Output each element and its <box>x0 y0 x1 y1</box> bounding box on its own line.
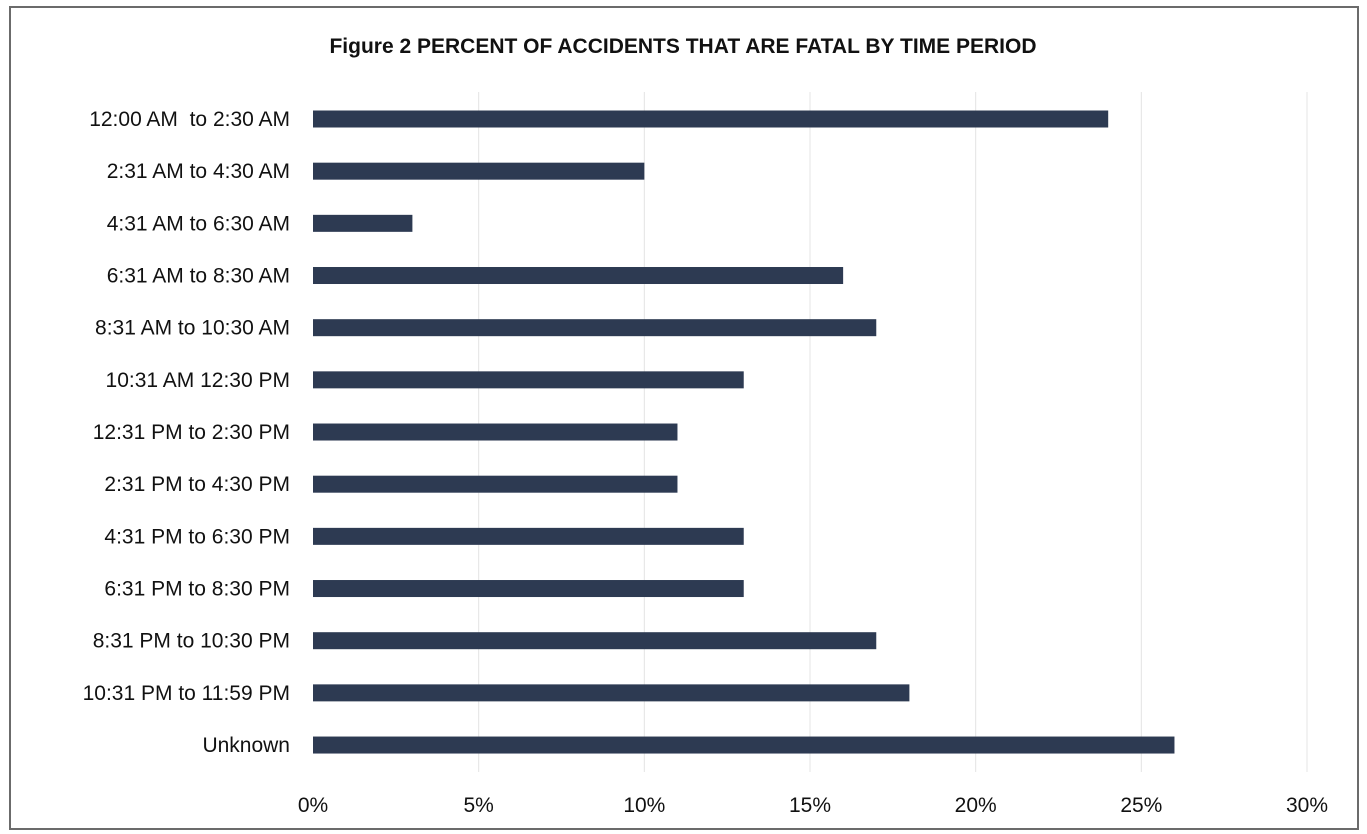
bar <box>313 580 744 598</box>
category-label: 12:31 PM to 2:30 PM <box>93 421 290 444</box>
x-tick-label: 5% <box>463 794 493 817</box>
bar <box>313 162 645 180</box>
bar <box>313 214 413 232</box>
bar <box>313 371 744 389</box>
x-tick-label: 0% <box>298 794 328 817</box>
category-label: 8:31 AM to 10:30 AM <box>95 317 290 340</box>
bar <box>313 684 910 702</box>
bars <box>313 110 1175 754</box>
gridlines <box>478 92 1308 772</box>
bar <box>313 267 844 285</box>
category-label: 10:31 PM to 11:59 PM <box>83 682 290 705</box>
category-label: 12:00 AM to 2:30 AM <box>89 108 290 131</box>
category-label: 6:31 AM to 8:30 AM <box>107 265 290 288</box>
bar <box>313 632 877 650</box>
bar <box>313 736 1175 754</box>
x-tick-label: 25% <box>1120 794 1162 817</box>
category-label: 4:31 PM to 6:30 PM <box>104 525 290 548</box>
category-label: 6:31 PM to 8:30 PM <box>104 578 290 601</box>
bar <box>313 475 678 493</box>
category-label: 10:31 AM 12:30 PM <box>106 369 290 392</box>
category-label: 4:31 AM to 6:30 AM <box>107 212 290 235</box>
x-tick-label: 10% <box>623 794 665 817</box>
x-tick-label: 15% <box>789 794 831 817</box>
category-label: 2:31 PM to 4:30 PM <box>104 473 290 496</box>
bar <box>313 423 678 441</box>
x-tick-label: 30% <box>1286 794 1328 817</box>
category-label: 2:31 AM to 4:30 AM <box>107 160 290 183</box>
x-tick-labels: 0% 5% 10% 15% 20% 25% 30% <box>298 794 1328 817</box>
category-label: 8:31 PM to 10:30 PM <box>93 630 290 653</box>
category-label: Unknown <box>202 734 290 757</box>
category-labels: 12:00 AM to 2:30 AM 2:31 AM to 4:30 AM 4:3… <box>83 108 290 757</box>
bar <box>313 110 1109 128</box>
bar <box>313 319 877 337</box>
chart-title: Figure 2 PERCENT OF ACCIDENTS THAT ARE F… <box>329 35 1036 58</box>
bar <box>313 527 744 545</box>
x-tick-label: 20% <box>955 794 997 817</box>
